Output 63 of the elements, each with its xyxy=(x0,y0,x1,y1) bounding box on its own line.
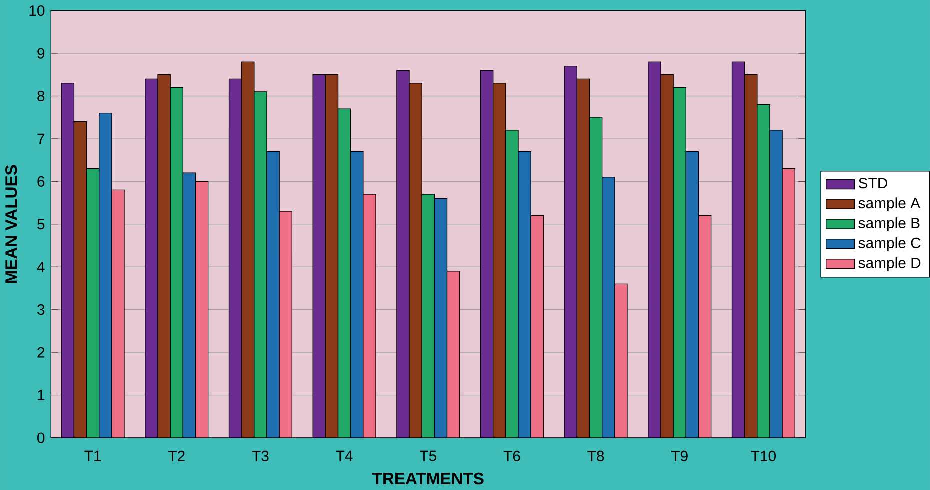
legend-label: sample C xyxy=(858,237,921,252)
y-axis-title: MEAN VALUES xyxy=(6,165,18,283)
bar xyxy=(350,151,364,438)
bar xyxy=(74,121,88,438)
bar xyxy=(564,66,578,438)
bar xyxy=(770,130,783,438)
y-tick-label: 4 xyxy=(37,262,45,272)
x-axis-title: TREATMENTS xyxy=(372,472,484,485)
bar xyxy=(744,74,758,438)
bar xyxy=(170,87,184,438)
y-tick-label: 7 xyxy=(38,134,45,144)
bar xyxy=(602,177,616,438)
x-tick-label: T4 xyxy=(336,450,353,462)
bar xyxy=(648,62,662,438)
bar xyxy=(673,87,686,438)
y-tick-label: 6 xyxy=(38,176,45,187)
bar xyxy=(660,74,674,438)
bar xyxy=(396,70,410,438)
x-tick-label: T8 xyxy=(588,450,604,462)
bar xyxy=(145,78,158,438)
bar xyxy=(182,172,196,438)
y-tick-label: 9 xyxy=(38,48,45,59)
bar xyxy=(410,83,422,438)
bar xyxy=(61,83,75,438)
x-tick-label: T10 xyxy=(751,450,776,462)
y-tick-label: 10 xyxy=(30,5,45,16)
y-tick-label: 2 xyxy=(38,347,45,358)
bar xyxy=(757,104,770,438)
bar xyxy=(99,112,112,438)
y-tick-label: 5 xyxy=(38,219,45,230)
bar xyxy=(434,198,448,438)
bar xyxy=(254,92,268,438)
bar xyxy=(312,74,326,438)
bar xyxy=(422,194,435,438)
bar xyxy=(506,130,519,438)
bar xyxy=(589,117,603,438)
x-tick-label: T2 xyxy=(168,450,185,462)
legend-label: sample D xyxy=(858,257,921,272)
bar xyxy=(325,74,339,438)
bar xyxy=(242,62,255,438)
bar xyxy=(228,78,242,438)
bar xyxy=(576,78,590,438)
x-tick-label: T9 xyxy=(672,450,688,462)
x-tick-label: T6 xyxy=(504,450,520,462)
bar xyxy=(86,168,100,438)
bar xyxy=(493,83,506,438)
bar xyxy=(158,74,171,438)
legend-label: sample A xyxy=(858,198,921,212)
legend-label: sample B xyxy=(858,217,920,232)
bar xyxy=(686,151,700,438)
y-tick-label: 3 xyxy=(38,304,45,316)
bar xyxy=(518,151,532,438)
x-tick-label: T1 xyxy=(84,450,102,462)
bar xyxy=(480,70,494,438)
y-tick-label: 1 xyxy=(38,390,45,400)
y-tick-label: 8 xyxy=(38,90,45,102)
bar xyxy=(732,62,746,438)
bar xyxy=(266,151,280,438)
x-tick-label: T3 xyxy=(252,450,269,462)
y-tick-label: 0 xyxy=(38,432,45,444)
x-tick-label: T5 xyxy=(420,450,436,462)
legend-label: STD xyxy=(858,178,888,189)
bar xyxy=(338,108,352,438)
